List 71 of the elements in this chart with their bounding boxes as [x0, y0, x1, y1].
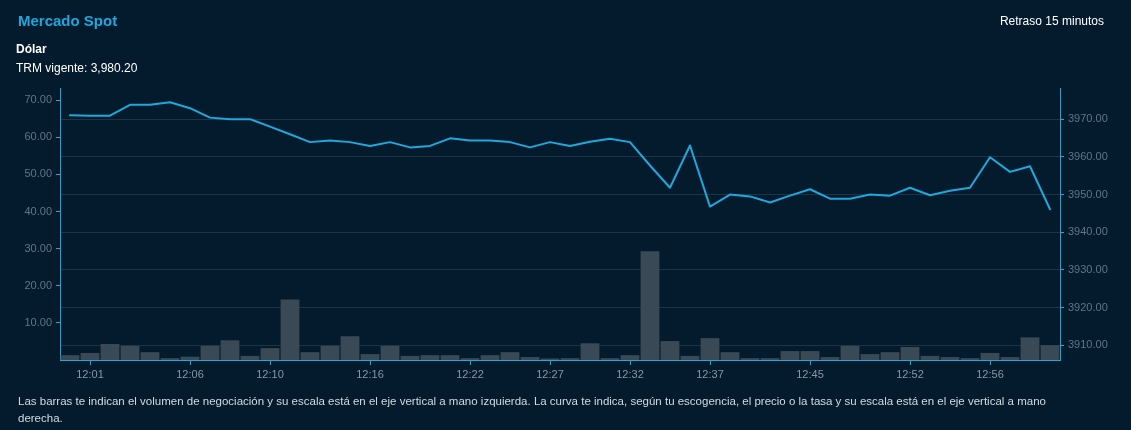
- bar: [980, 352, 1000, 360]
- y2-tick-label: 3940.00: [1068, 225, 1108, 238]
- bar: [260, 348, 280, 360]
- bar: [420, 355, 440, 360]
- text: TRM vigente: 3,980.20: [16, 61, 138, 75]
- y2-tick-label: 3930.00: [1068, 262, 1108, 275]
- bar: [660, 341, 680, 360]
- bar: [60, 355, 80, 360]
- bar: [120, 345, 140, 360]
- bar: [200, 345, 220, 360]
- bar: [720, 352, 740, 360]
- chart-title: Mercado Spot: [18, 12, 118, 29]
- x-tick-label: 12:37: [696, 367, 724, 380]
- bar: [360, 354, 380, 360]
- bar: [100, 344, 120, 360]
- bar: [840, 345, 860, 360]
- bar: [480, 355, 500, 360]
- chart-subtitle: Dólar: [16, 42, 47, 56]
- y-tick-label: 60.00: [24, 130, 52, 143]
- x-tick-label: 12:06: [176, 367, 204, 380]
- x-tick-label: 12:16: [356, 367, 384, 380]
- bar: [400, 355, 420, 360]
- y-tick-label: 10.00: [24, 315, 52, 328]
- bar: [240, 355, 260, 360]
- y-tick-label: 40.00: [24, 204, 52, 217]
- bar: [220, 340, 240, 360]
- y2-tick-label: 3970.00: [1068, 112, 1108, 125]
- x-tick-label: 12:45: [796, 367, 824, 380]
- bar: [880, 352, 900, 360]
- bar: [860, 354, 880, 360]
- y-tick-label: 70.00: [24, 93, 52, 106]
- bar: [1040, 345, 1060, 360]
- y-tick-label: 50.00: [24, 167, 52, 180]
- bar: [320, 345, 340, 360]
- bar: [680, 355, 700, 360]
- bar: [920, 355, 940, 360]
- x-tick-label: 12:32: [616, 367, 644, 380]
- bar: [900, 347, 920, 360]
- x-tick-label: 12:27: [536, 367, 564, 380]
- bar: [440, 355, 460, 360]
- x-tick-label: 12:52: [896, 367, 924, 380]
- x-tick-label: 12:56: [976, 367, 1004, 380]
- y2-tick-label: 3960.00: [1068, 149, 1108, 162]
- bar: [700, 338, 720, 360]
- y2-tick-label: 3950.00: [1068, 187, 1108, 200]
- bar: [300, 352, 320, 360]
- x-tick-label: 12:01: [76, 367, 104, 380]
- bar: [820, 357, 840, 360]
- y-tick-label: 30.00: [24, 241, 52, 254]
- bar: [140, 352, 160, 360]
- bar: [640, 251, 660, 360]
- bar: [380, 345, 400, 360]
- bar: [500, 352, 520, 360]
- x-tick-label: 12:10: [256, 367, 284, 380]
- bar: [340, 336, 360, 360]
- bar: [580, 343, 600, 360]
- bar: [800, 351, 820, 360]
- x-tick-label: 12:22: [456, 367, 484, 380]
- bar: [1000, 357, 1020, 360]
- y-tick-label: 20.00: [24, 278, 52, 291]
- bar: [1020, 337, 1040, 360]
- text: Las barras te indican el volumen de negociación y su escala está en el eje vertical a mano izquierda. La curva te indica, según tu escogencia, el precio o la tasa y su escala está en el eje vertical a mano derecha.: [18, 394, 1047, 426]
- text: Retraso 15 minutos: [999, 14, 1104, 28]
- bar: [940, 357, 960, 360]
- bar: [780, 351, 800, 360]
- bar: [80, 352, 100, 360]
- bar: [520, 357, 540, 360]
- y2-tick-label: 3910.00: [1068, 338, 1108, 351]
- y2-tick-label: 3920.00: [1068, 300, 1108, 313]
- bar: [280, 299, 300, 360]
- bar: [620, 355, 640, 360]
